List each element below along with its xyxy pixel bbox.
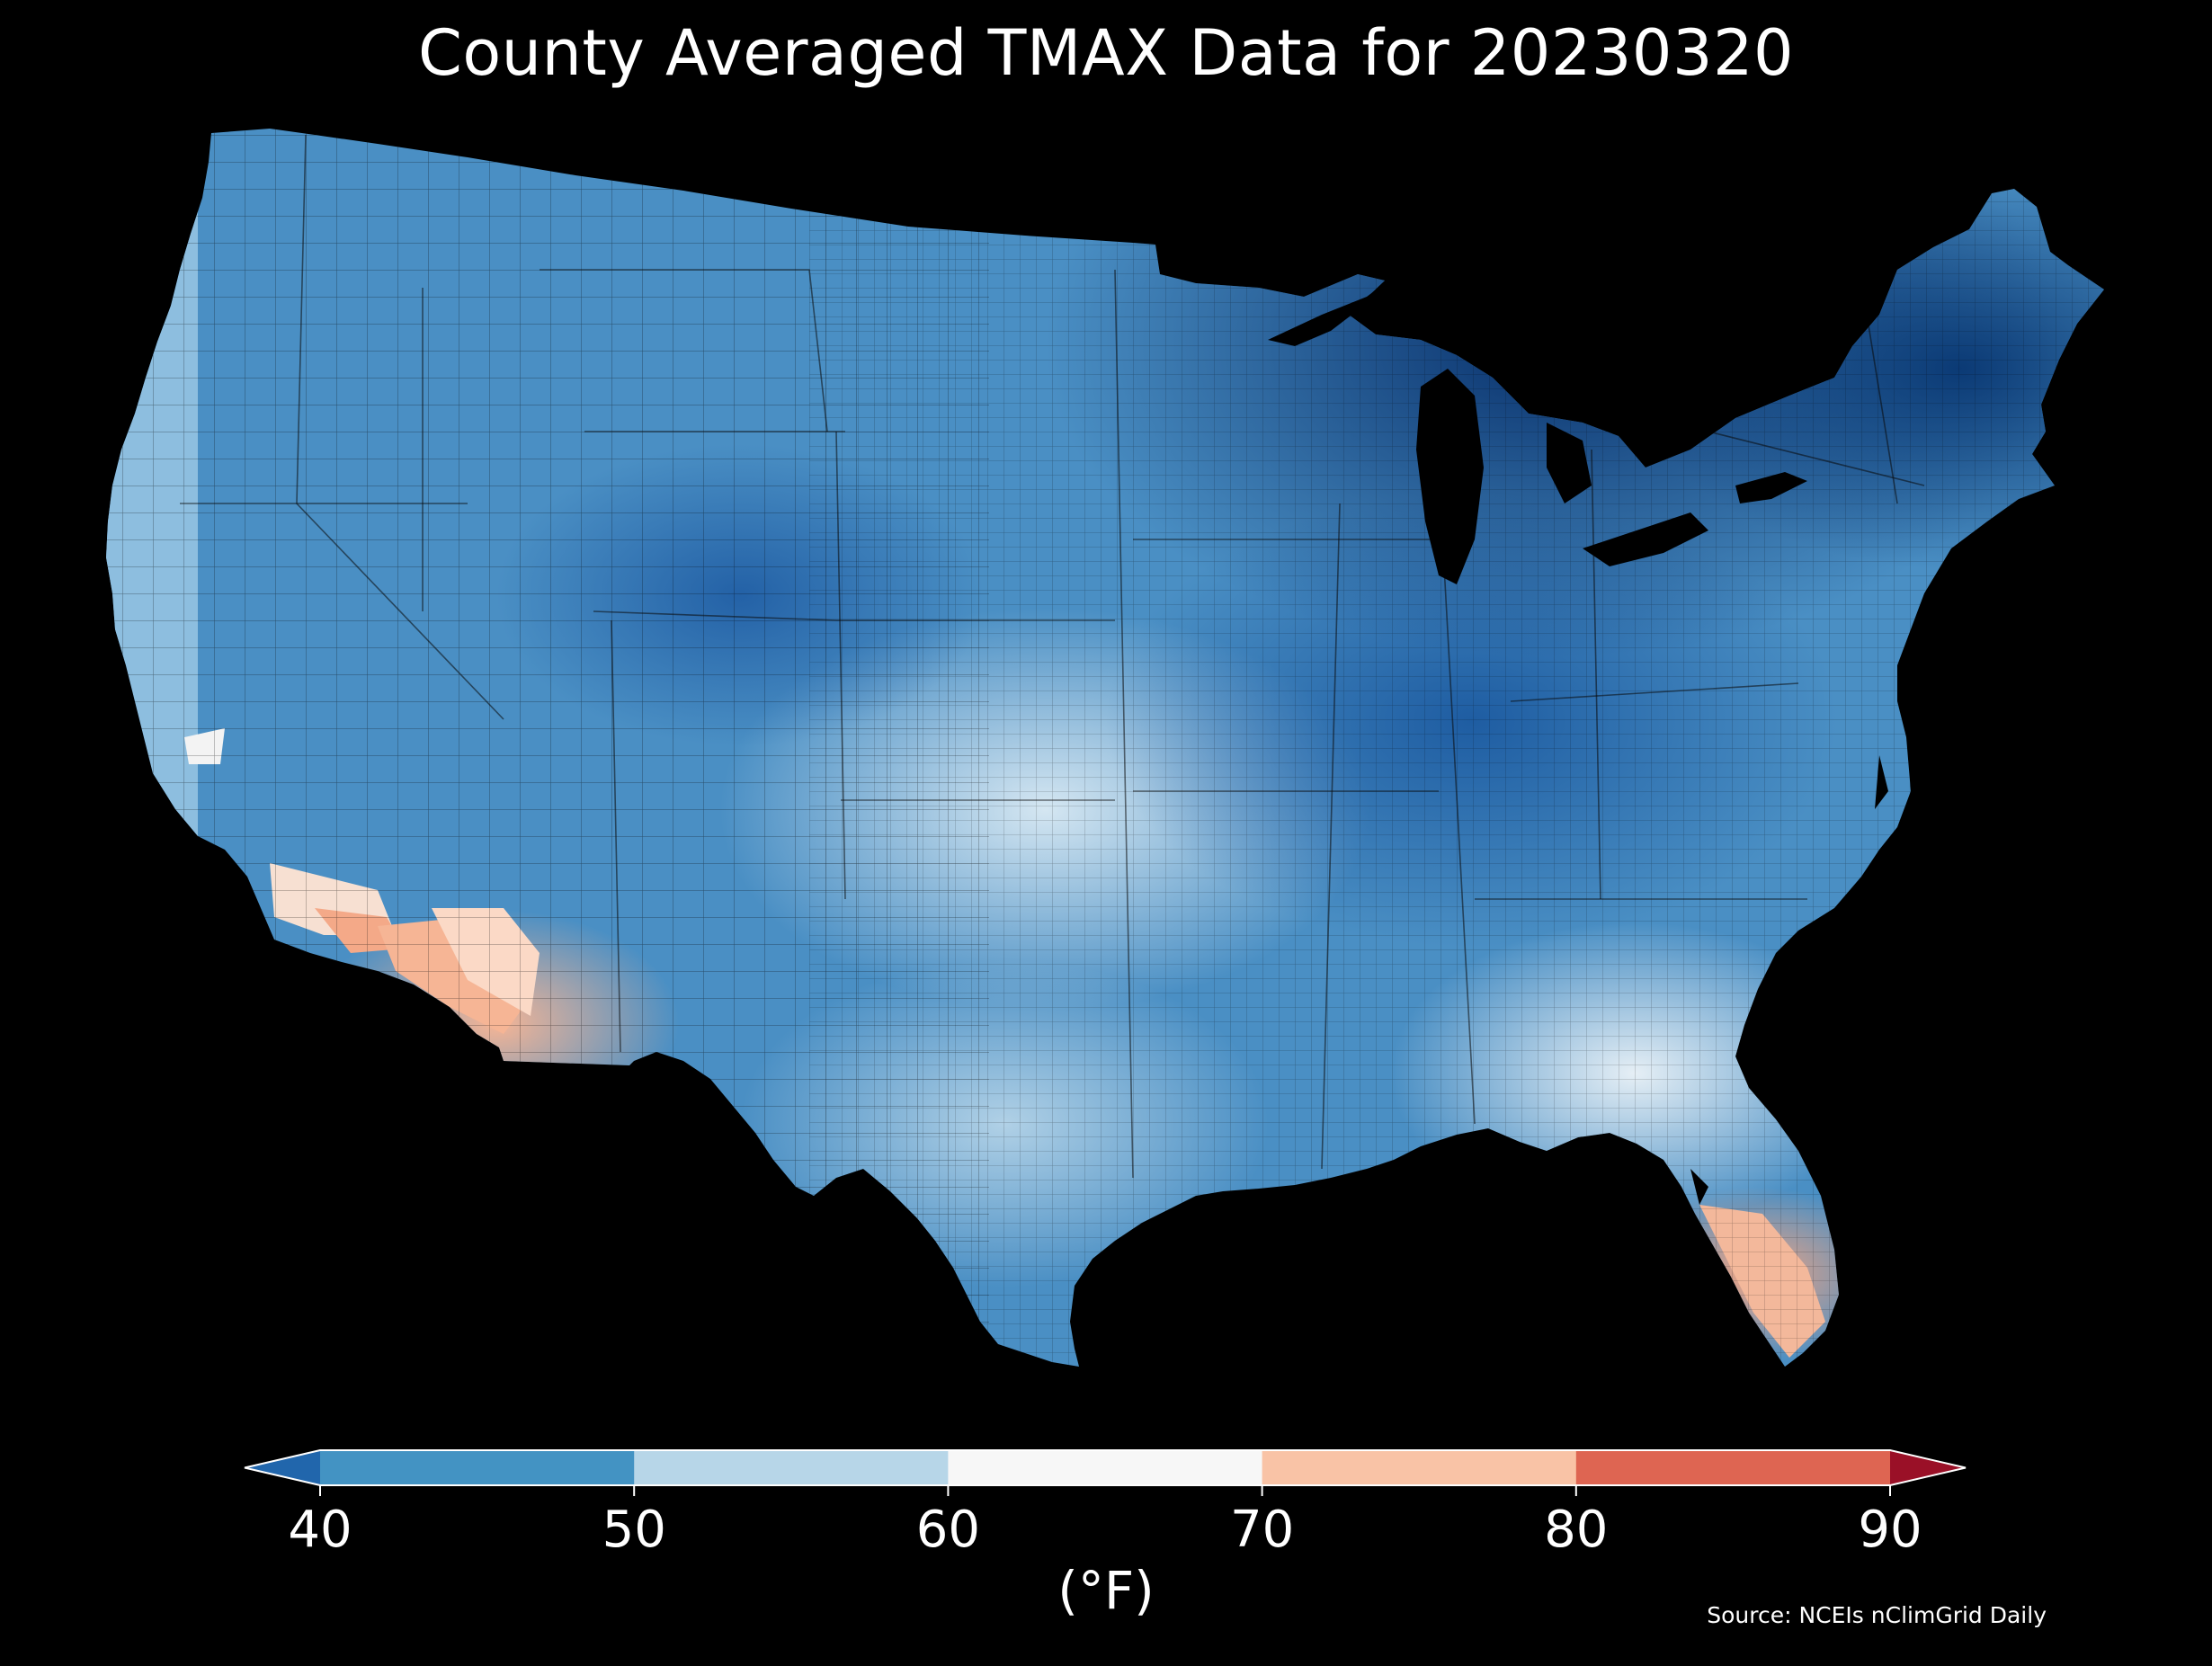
colorbar-extend-low [245,1450,320,1485]
colorbar-segment [634,1450,949,1485]
colorbar-tick-label: 40 [288,1501,352,1559]
source-note: Source: NCEIs nClimGrid Daily [1707,1602,2047,1628]
map-title: County Averaged TMAX Data for 20230320 [417,16,1795,90]
colorbar-tick-label: 50 [602,1501,666,1559]
colorbar-extend-high [1890,1450,1966,1485]
colorbar-segment [320,1450,635,1485]
colorbar-tick-label: 90 [1858,1501,1922,1559]
colorbar-tick-label: 60 [916,1501,980,1559]
colorbar-tick-label: 80 [1544,1501,1608,1559]
colorbar-segments [244,1449,1967,1486]
colorbar-segment [1262,1450,1577,1485]
great-lakes [1268,283,1807,584]
coastal-water [1690,755,1888,1205]
colorbar-segment [1575,1450,1891,1485]
colorbar-tick-label: 70 [1230,1501,1294,1559]
colorbar-segment [948,1450,1263,1485]
colorbar-ticks: 40 50 60 70 80 90 [288,1485,1922,1559]
colorbar-unit-label: (°F) [1057,1560,1155,1621]
